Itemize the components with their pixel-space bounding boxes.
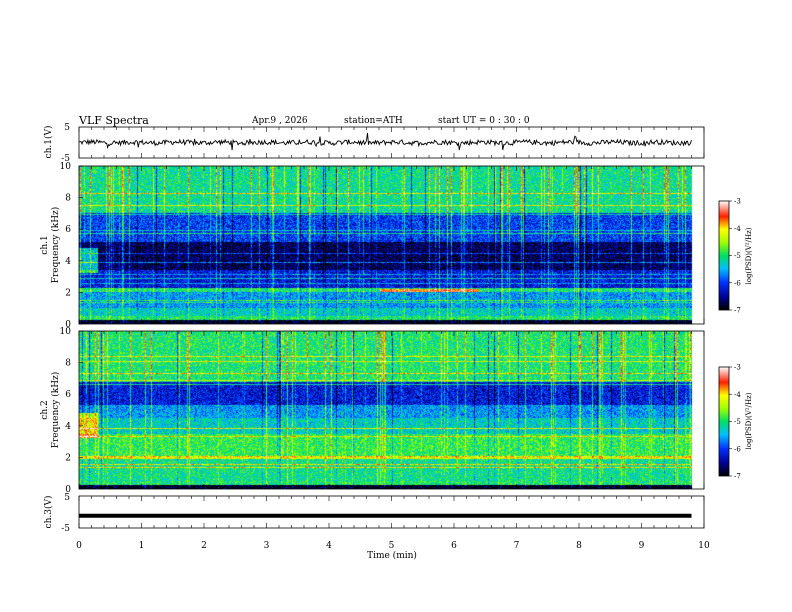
ch2-spectrogram-ytick-label: 0 <box>65 485 71 495</box>
ch2-ylabel-frequency: Frequency (kHz) <box>50 372 61 449</box>
station-label: station=ATH <box>344 116 403 126</box>
ch1-waveform-ticks <box>78 127 705 158</box>
ch1-colorbar-gradient <box>719 201 729 310</box>
ch2-colorbar-tick-label: -4 <box>734 391 741 399</box>
ch2-colorbar-tick-label: -7 <box>734 473 741 481</box>
ch2-spectrogram-image <box>79 331 704 489</box>
ch1-spectrogram-ytick-label: 10 <box>60 162 72 172</box>
ch1-spectrogram-ytick-label: 6 <box>65 225 71 235</box>
ch2-colorbar-tick-label: -6 <box>734 445 741 453</box>
time-tick-label: 4 <box>326 541 332 551</box>
ch3-ylabel: ch.3(V) <box>43 496 54 529</box>
ch1-colorbar-tick-label: -6 <box>734 279 741 287</box>
ch1-spectrogram-image <box>79 166 704 324</box>
ch1-spectrogram-ytick-label: 2 <box>65 288 71 298</box>
ch1-spectrogram-ytick-label: 4 <box>65 257 71 267</box>
ch2-spectrogram-ytick-label: 2 <box>65 453 71 463</box>
ch1-colorbar-tick-label: -4 <box>734 225 741 233</box>
ch1-waveform-line <box>78 132 692 151</box>
time-tick-label: 9 <box>639 541 645 551</box>
ch3-waveform-frame <box>78 495 705 529</box>
time-axis-ticklabels: 0 1 2 3 4 5 6 7 8 9 10 <box>76 541 710 551</box>
ch1-waveform-panel: 5 -5 ch.1(V) <box>43 123 705 164</box>
ch3-waveform-ticks <box>78 496 705 528</box>
ch1-ytick-top: 5 <box>64 123 70 133</box>
ch1-spectrogram-panel: 0 2 4 6 8 10 ch.1 Frequency (kHz) <box>40 162 705 330</box>
ch1-ytick-bottom: -5 <box>61 154 70 164</box>
time-tick-label: 3 <box>264 541 270 551</box>
ch1-ylabel-frequency: Frequency (kHz) <box>50 207 61 284</box>
date-label: Apr.9 , 2026 <box>251 116 308 126</box>
ch2-colorbar-gradient <box>719 367 729 476</box>
ch2-ylabel-channel: ch.2 <box>40 400 50 419</box>
ch2-spectrogram-panel: 0 2 4 6 8 10 ch.2 Frequency (kHz) <box>40 327 705 495</box>
ch1-spectrogram-ytick-label: 0 <box>65 320 71 330</box>
ch1-colorbar: -3 -4 -5 -6 -7 log(PSD)(V²/Hz) <box>718 198 753 315</box>
ch1-spectrogram-frame <box>78 165 705 325</box>
ch2-colorbar-tick-label: -5 <box>734 418 741 426</box>
ch1-spectrogram-ticks <box>78 166 705 324</box>
ch2-colorbar-label: log(PSD)(V²/Hz) <box>745 392 753 449</box>
ch3-ytick-bottom: -5 <box>61 524 70 534</box>
ch1-ylabel-channel: ch.1 <box>40 235 50 254</box>
ch3-ytick-top: 5 <box>64 493 70 503</box>
ch1-colorbar-tick-label: -7 <box>734 307 741 315</box>
ch1-ylabel: ch.1(V) <box>43 126 54 159</box>
ch2-colorbar: -3 -4 -5 -6 -7 log(PSD)(V²/Hz) <box>718 364 753 481</box>
time-tick-label: 0 <box>76 541 82 551</box>
ch1-waveform-frame <box>78 126 705 159</box>
figure-title: VLF Spectra <box>78 114 149 127</box>
ch1-colorbar-ticks: -3 -4 -5 -6 -7 <box>729 198 741 315</box>
ch2-spectrogram-ytick-label: 8 <box>65 359 71 369</box>
time-tick-label: 2 <box>201 541 207 551</box>
ch2-colorbar-tick-label: -3 <box>734 364 741 372</box>
ch2-spectrogram-ytick-label: 4 <box>65 422 71 432</box>
time-tick-label: 1 <box>139 541 145 551</box>
ch2-spectrogram-ytick-label: 10 <box>60 327 72 337</box>
time-tick-label: 8 <box>576 541 582 551</box>
ch3-waveform-panel: 5 -5 ch.3(V) <box>43 493 705 534</box>
ch1-colorbar-tick-label: -5 <box>734 252 741 260</box>
ch1-spectrogram-ytick-label: 8 <box>65 194 71 204</box>
ch2-colorbar-ticks: -3 -4 -5 -6 -7 <box>729 364 741 481</box>
start-ut-label: start UT = 0 : 30 : 0 <box>438 116 530 126</box>
ch1-colorbar-label: log(PSD)(V²/Hz) <box>745 227 753 284</box>
ch1-colorbar-tick-label: -3 <box>734 198 741 206</box>
time-tick-label: 7 <box>514 541 520 551</box>
time-axis-label: Time (min) <box>367 550 417 561</box>
time-tick-label: 5 <box>389 541 395 551</box>
time-tick-label: 10 <box>698 541 710 551</box>
time-tick-label: 6 <box>451 541 457 551</box>
ch2-spectrogram-ytick-label: 6 <box>65 390 71 400</box>
ch2-spectrogram-frame <box>78 330 705 490</box>
